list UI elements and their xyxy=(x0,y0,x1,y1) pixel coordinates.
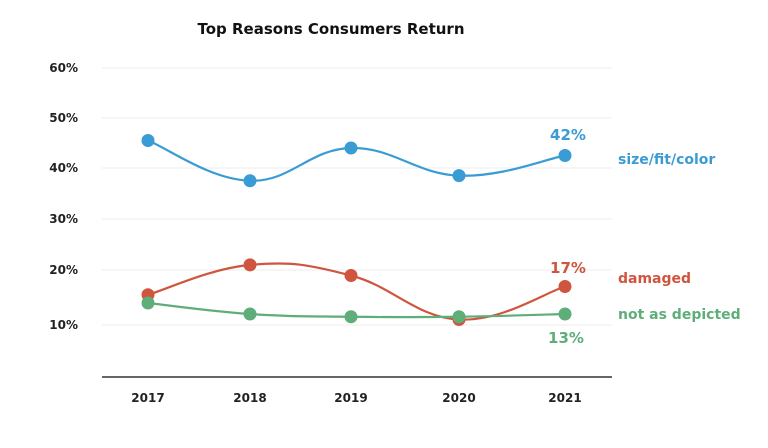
data-point-not-as-depicted xyxy=(141,296,155,310)
data-point-size-fit-color xyxy=(243,174,257,188)
x-axis-ticks: 2017 2018 2019 2020 2021 xyxy=(131,391,581,405)
y-tick-label: 10% xyxy=(49,318,78,332)
series-labels: size/fit/color 42% damaged 17% not as depict… xyxy=(548,126,741,347)
end-value-label-not-as-depicted: 13% xyxy=(548,329,584,347)
data-point-not-as-depicted xyxy=(243,307,257,321)
y-tick-label: 60% xyxy=(49,61,78,75)
y-tick-label: 20% xyxy=(49,263,78,277)
data-point-size-fit-color xyxy=(141,134,155,147)
y-axis-ticks: 60% 50% 40% 30% 20% 10% xyxy=(49,61,78,332)
series-label-damaged: damaged xyxy=(618,271,691,287)
end-value-label-size-fit-color: 42% xyxy=(550,126,586,144)
y-tick-label: 30% xyxy=(49,212,78,226)
series-label-not-as-depicted: not as depicted xyxy=(618,307,741,323)
x-tick-label: 2020 xyxy=(442,391,475,405)
data-point-not-as-depicted xyxy=(452,310,466,324)
x-tick-label: 2021 xyxy=(548,391,581,405)
series-label-size-fit-color: size/fit/color xyxy=(618,152,715,168)
x-tick-label: 2019 xyxy=(334,391,367,405)
data-point-size-fit-color xyxy=(558,149,572,162)
data-point-not-as-depicted xyxy=(558,307,572,321)
grid-lines xyxy=(102,67,612,326)
x-tick-label: 2017 xyxy=(131,391,164,405)
y-tick-label: 50% xyxy=(49,111,78,125)
end-value-label-damaged: 17% xyxy=(550,259,586,277)
data-point-damaged xyxy=(243,258,257,272)
data-point-damaged xyxy=(344,269,358,282)
data-point-size-fit-color xyxy=(344,141,358,155)
y-tick-label: 40% xyxy=(49,161,78,175)
data-point-not-as-depicted xyxy=(344,310,358,324)
data-point-size-fit-color xyxy=(452,169,466,183)
data-point-damaged xyxy=(558,280,572,293)
series-group xyxy=(141,134,572,326)
chart-title: Top Reasons Consumers Return xyxy=(197,20,464,38)
x-tick-label: 2018 xyxy=(233,391,266,405)
